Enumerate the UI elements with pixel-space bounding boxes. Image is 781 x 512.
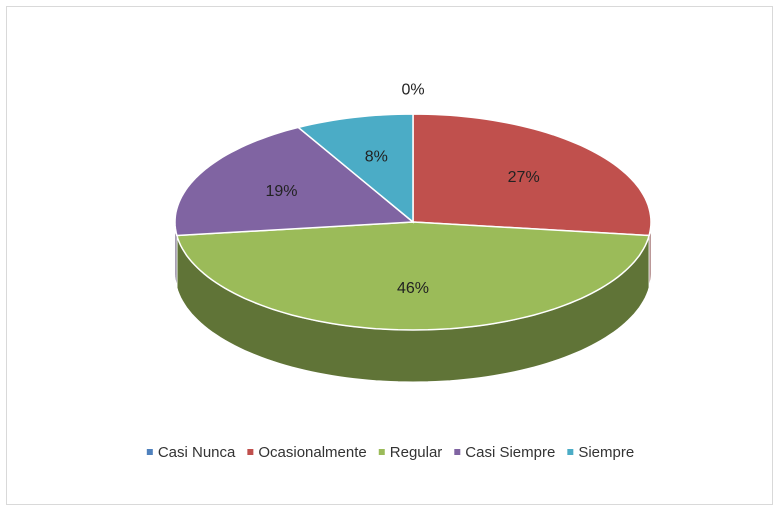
legend-swatch: [247, 449, 254, 455]
legend-label: Siempre: [578, 444, 634, 461]
data-label: 46%: [397, 280, 429, 297]
data-label: 8%: [365, 148, 388, 165]
slice: [296, 113, 414, 224]
legend-label: Casi Nunca: [158, 444, 236, 461]
legend-label: Casi Siempre: [465, 444, 555, 461]
data-label: 19%: [266, 183, 298, 200]
legend-swatch: [567, 449, 574, 455]
data-label: 0%: [401, 81, 424, 98]
legend-swatch: [378, 449, 385, 455]
slice: [412, 113, 652, 237]
legend-label: Regular: [390, 444, 443, 461]
legend-label: Ocasionalmente: [258, 444, 366, 461]
slice: [175, 221, 651, 331]
legend-swatch: [146, 449, 153, 455]
legend: Casi Nunca Ocasionalmente Regular Casi Siem…: [146, 444, 634, 461]
slice: [174, 126, 415, 237]
legend-swatch: [454, 449, 461, 455]
data-label: 27%: [508, 169, 540, 186]
